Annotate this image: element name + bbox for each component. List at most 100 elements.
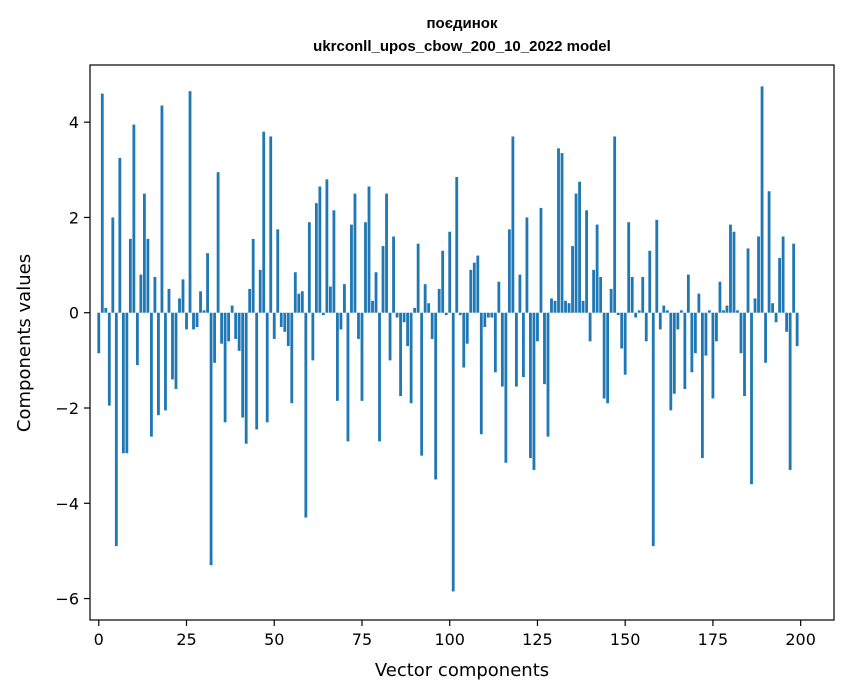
bar-132 bbox=[560, 153, 564, 313]
bar-92 bbox=[420, 312, 424, 456]
bar-20 bbox=[167, 288, 171, 313]
bar-103 bbox=[458, 312, 462, 316]
chart-subtitle: ukrconll_upos_cbow_200_10_2022 model bbox=[313, 38, 611, 55]
bar-194 bbox=[778, 257, 782, 313]
bar-80 bbox=[378, 312, 381, 442]
bar-23 bbox=[178, 298, 181, 313]
bar-114 bbox=[497, 281, 501, 313]
bar-113 bbox=[493, 312, 497, 373]
bar-21 bbox=[171, 312, 174, 380]
bar-93 bbox=[423, 284, 427, 313]
bar-109 bbox=[479, 312, 483, 435]
bar-43 bbox=[248, 288, 252, 313]
bar-162 bbox=[665, 310, 669, 313]
bar-125 bbox=[536, 312, 539, 342]
bar-184 bbox=[743, 312, 746, 397]
bar-119 bbox=[514, 312, 518, 387]
bar-130 bbox=[553, 300, 557, 313]
bar-26 bbox=[188, 91, 192, 313]
bar-27 bbox=[192, 312, 195, 330]
bar-196 bbox=[785, 312, 789, 332]
bar-37 bbox=[227, 312, 231, 342]
bar-182 bbox=[736, 310, 739, 313]
bar-141 bbox=[592, 269, 596, 313]
bar-127 bbox=[543, 312, 546, 385]
bar-97 bbox=[437, 288, 441, 313]
bar-167 bbox=[683, 312, 687, 389]
bar-122 bbox=[525, 217, 529, 313]
bar-177 bbox=[718, 281, 722, 313]
bar-28 bbox=[195, 312, 199, 328]
bar-10 bbox=[132, 124, 136, 313]
bar-133 bbox=[564, 300, 567, 313]
bar-55 bbox=[290, 312, 294, 404]
bar-178 bbox=[722, 310, 725, 313]
y-tick-label--4: −4 bbox=[55, 494, 79, 513]
bar-115 bbox=[500, 312, 504, 387]
x-tick-label-200: 200 bbox=[785, 630, 816, 649]
y-axis-label: Components values bbox=[14, 254, 35, 432]
bar-24 bbox=[181, 279, 185, 313]
bar-33 bbox=[213, 312, 216, 363]
bar-74 bbox=[357, 312, 360, 339]
bar-186 bbox=[750, 312, 753, 485]
bar-134 bbox=[567, 303, 571, 313]
bar-82 bbox=[385, 193, 388, 313]
bar-129 bbox=[550, 298, 553, 313]
bar-128 bbox=[546, 312, 550, 437]
bar-99 bbox=[444, 312, 448, 316]
bar-59 bbox=[304, 312, 308, 518]
bar-66 bbox=[328, 286, 332, 313]
bar-35 bbox=[220, 312, 224, 344]
x-tick-label-50: 50 bbox=[264, 630, 284, 649]
bar-151 bbox=[627, 222, 631, 313]
bar-52 bbox=[279, 312, 283, 328]
bar-90 bbox=[413, 307, 417, 313]
bar-32 bbox=[209, 312, 213, 566]
bar-15 bbox=[150, 312, 153, 437]
bar-58 bbox=[300, 291, 304, 313]
bar-148 bbox=[616, 312, 620, 316]
plot-frame bbox=[89, 64, 835, 621]
bar-131 bbox=[557, 148, 560, 313]
bar-31 bbox=[206, 253, 209, 313]
bar-104 bbox=[462, 312, 466, 368]
bar-87 bbox=[402, 312, 406, 323]
bar-96 bbox=[434, 312, 438, 480]
bar-179 bbox=[725, 305, 729, 313]
bar-19 bbox=[164, 312, 167, 411]
y-axis-ticks: −6 −4 −2 0 2 4 bbox=[55, 113, 90, 609]
bar-34 bbox=[216, 172, 220, 313]
bar-157 bbox=[648, 250, 652, 313]
bar-105 bbox=[465, 312, 469, 344]
bar-14 bbox=[146, 238, 150, 313]
bar-77 bbox=[367, 186, 371, 313]
bar-137 bbox=[578, 181, 581, 313]
bar-146 bbox=[609, 288, 613, 313]
bar-13 bbox=[142, 193, 146, 313]
bar-45 bbox=[255, 312, 259, 430]
bar-44 bbox=[251, 238, 255, 313]
bar-139 bbox=[585, 210, 588, 313]
bar-30 bbox=[202, 310, 206, 313]
bar-68 bbox=[336, 312, 339, 401]
bar-164 bbox=[672, 312, 676, 394]
bar-116 bbox=[504, 312, 508, 463]
bar-39 bbox=[234, 312, 238, 339]
bar-166 bbox=[679, 310, 683, 313]
bar-83 bbox=[388, 312, 392, 361]
bar-181 bbox=[732, 231, 736, 313]
bar-191 bbox=[767, 191, 771, 313]
bar-173 bbox=[704, 312, 708, 356]
bar-107 bbox=[472, 262, 476, 313]
bar-154 bbox=[637, 310, 641, 313]
chart-title: поєдинок bbox=[427, 15, 498, 32]
bar-123 bbox=[529, 312, 532, 459]
bar-156 bbox=[644, 312, 648, 342]
bar-1 bbox=[100, 93, 104, 313]
bar-199 bbox=[795, 312, 799, 347]
bar-110 bbox=[483, 312, 487, 328]
bar-2 bbox=[104, 307, 108, 313]
bar-51 bbox=[276, 229, 280, 313]
